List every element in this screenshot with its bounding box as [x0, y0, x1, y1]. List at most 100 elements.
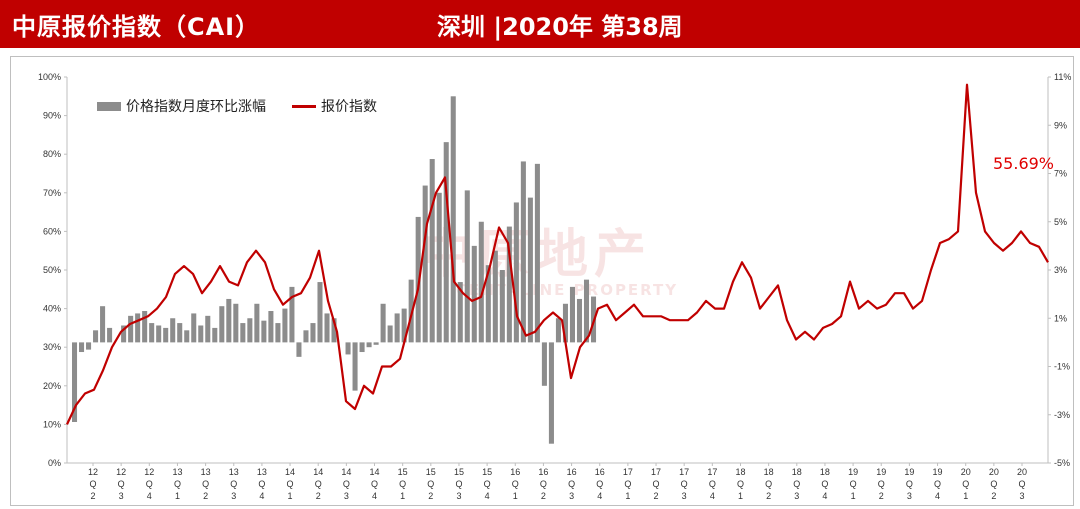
- bar: [72, 342, 78, 422]
- x-tick-q: Q: [146, 479, 153, 489]
- bar: [541, 342, 547, 386]
- bar: [576, 298, 583, 343]
- bar: [436, 192, 442, 343]
- x-tick-year: 18: [820, 467, 830, 477]
- bar: [303, 330, 309, 343]
- y-left-tick-label: 100%: [38, 72, 61, 82]
- chart-frame: [10, 56, 1074, 506]
- x-tick-quarter: 4: [822, 491, 827, 501]
- bar: [107, 327, 113, 343]
- bar: [205, 315, 211, 343]
- x-tick-quarter: 3: [794, 491, 799, 501]
- bar: [289, 286, 295, 343]
- bar: [79, 342, 85, 353]
- bar: [163, 327, 169, 343]
- x-tick-quarter: 2: [428, 491, 433, 501]
- bar: [324, 313, 330, 343]
- bar: [86, 342, 92, 350]
- bar: [408, 279, 414, 343]
- legend-item-line: 报价指数: [292, 96, 377, 116]
- bar: [331, 318, 337, 343]
- x-tick-year: 12: [144, 467, 154, 477]
- bar: [366, 342, 372, 348]
- bar: [499, 270, 505, 343]
- x-tick-q: Q: [89, 479, 96, 489]
- bar: [135, 313, 141, 343]
- bar: [359, 342, 365, 353]
- x-tick-year: 20: [989, 467, 999, 477]
- x-tick-year: 15: [482, 467, 492, 477]
- y-right-tick-label: 5%: [1054, 217, 1067, 227]
- bar: [296, 342, 302, 357]
- x-tick-quarter: 4: [372, 491, 377, 501]
- x-tick-year: 18: [735, 467, 745, 477]
- x-tick-q: Q: [737, 479, 744, 489]
- x-tick-quarter: 1: [851, 491, 856, 501]
- x-tick-year: 16: [538, 467, 548, 477]
- x-tick-year: 17: [707, 467, 717, 477]
- x-tick-year: 13: [229, 467, 239, 477]
- x-tick-q: Q: [484, 479, 491, 489]
- x-tick-quarter: 3: [344, 491, 349, 501]
- legend-bar-swatch: [97, 101, 121, 111]
- x-tick-year: 17: [623, 467, 633, 477]
- bar: [457, 282, 463, 343]
- x-tick-q: Q: [709, 479, 716, 489]
- x-tick-quarter: 3: [231, 491, 236, 501]
- y-left-tick-label: 30%: [43, 342, 61, 352]
- chart-legend: 价格指数月度环比涨幅 报价指数: [97, 96, 403, 116]
- bar: [254, 303, 260, 343]
- bar: [373, 342, 379, 345]
- bar: [282, 308, 288, 343]
- y-left-tick-label: 50%: [43, 265, 61, 275]
- bar: [548, 342, 554, 444]
- x-tick-quarter: 1: [400, 491, 405, 501]
- x-tick-year: 17: [651, 467, 661, 477]
- bar: [534, 163, 540, 343]
- x-tick-quarter: 4: [147, 491, 152, 501]
- x-tick-quarter: 1: [513, 491, 518, 501]
- x-tick-year: 13: [257, 467, 267, 477]
- bar: [170, 318, 176, 343]
- bar: [415, 216, 421, 343]
- bar: [261, 320, 267, 343]
- y-left-tick-label: 90%: [43, 111, 61, 121]
- report-subtitle: 深圳 |2020年 第38周: [437, 13, 683, 41]
- x-tick-q: Q: [850, 479, 857, 489]
- bar: [520, 161, 526, 343]
- bar: [485, 265, 491, 343]
- y-left-tick-label: 20%: [43, 381, 61, 391]
- x-tick-quarter: 4: [485, 491, 490, 501]
- x-tick-quarter: 2: [991, 491, 996, 501]
- x-tick-year: 20: [961, 467, 971, 477]
- x-tick-quarter: 2: [203, 491, 208, 501]
- x-tick-q: Q: [906, 479, 913, 489]
- x-tick-quarter: 3: [907, 491, 912, 501]
- x-tick-q: Q: [793, 479, 800, 489]
- bar: [247, 318, 253, 343]
- x-tick-q: Q: [230, 479, 237, 489]
- bar: [128, 315, 134, 343]
- x-tick-quarter: 2: [316, 491, 321, 501]
- x-tick-quarter: 2: [90, 491, 95, 501]
- x-tick-year: 14: [285, 467, 295, 477]
- bar: [142, 311, 148, 343]
- x-tick-q: Q: [202, 479, 209, 489]
- y-left-tick-label: 60%: [43, 226, 61, 236]
- bar: [268, 311, 274, 343]
- x-tick-quarter: 4: [710, 491, 715, 501]
- x-tick-q: Q: [118, 479, 125, 489]
- x-tick-q: Q: [427, 479, 434, 489]
- x-tick-year: 20: [1017, 467, 1027, 477]
- legend-line-label: 报价指数: [321, 99, 377, 115]
- x-tick-q: Q: [315, 479, 322, 489]
- y-left-tick-label: 80%: [43, 149, 61, 159]
- x-tick-year: 18: [764, 467, 774, 477]
- x-tick-quarter: 1: [963, 491, 968, 501]
- x-tick-q: Q: [1018, 479, 1025, 489]
- x-tick-q: Q: [765, 479, 772, 489]
- legend-item-bar: 价格指数月度环比涨幅: [97, 96, 266, 116]
- x-tick-year: 14: [370, 467, 380, 477]
- x-tick-q: Q: [399, 479, 406, 489]
